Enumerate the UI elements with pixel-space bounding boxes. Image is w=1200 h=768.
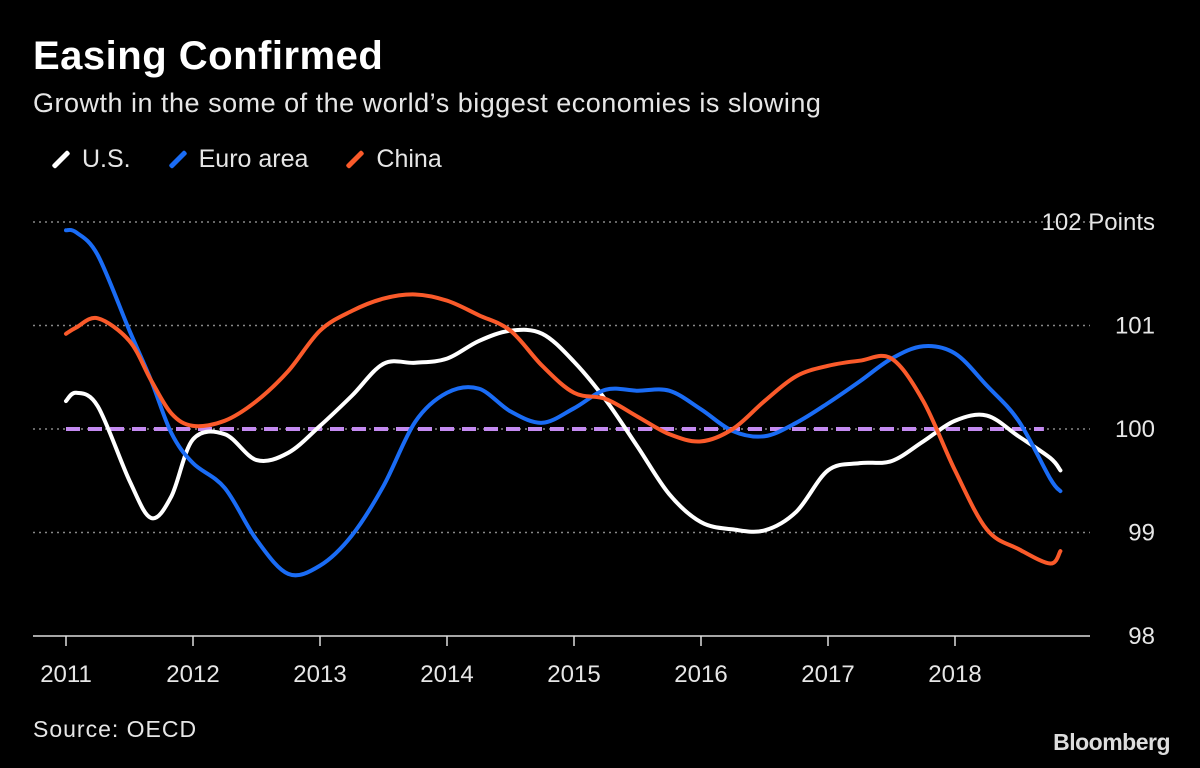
y-tick-label: 101 — [1115, 313, 1155, 340]
chart-title: Easing Confirmed — [33, 34, 384, 78]
legend-label-euro: Euro area — [198, 145, 309, 173]
legend-item-euro: Euro area — [167, 145, 309, 174]
source-note: Source: OECD — [33, 716, 198, 742]
x-tick-label: 2015 — [547, 661, 600, 688]
bloomberg-logo: Bloomberg — [1053, 729, 1170, 755]
x-tick-label: 2012 — [166, 661, 219, 688]
x-tick-label: 2017 — [801, 661, 854, 688]
x-tick-label: 2013 — [293, 661, 346, 688]
series-line-china — [64, 292, 1063, 566]
y-tick-label: 100 — [1115, 416, 1155, 443]
legend: U.S. Euro area China — [50, 145, 442, 174]
y-tick-label: 99 — [1128, 520, 1155, 547]
x-tick-label: 2016 — [674, 661, 727, 688]
y-tick-label: 102 Points — [1042, 209, 1155, 236]
x-tick-label: 2014 — [420, 661, 473, 688]
legend-label-china: China — [376, 145, 442, 173]
series-line-euro — [64, 227, 1063, 578]
legend-label-us: U.S. — [82, 145, 131, 173]
x-tick-label: 2011 — [40, 661, 92, 688]
legend-item-us: U.S. — [50, 145, 131, 174]
x-tick-label: 2018 — [928, 661, 981, 688]
series-line-us — [64, 327, 1063, 534]
legend-item-china: China — [344, 145, 442, 174]
chart-subtitle: Growth in the some of the world’s bigges… — [33, 88, 822, 118]
y-tick-label: 98 — [1128, 623, 1155, 650]
